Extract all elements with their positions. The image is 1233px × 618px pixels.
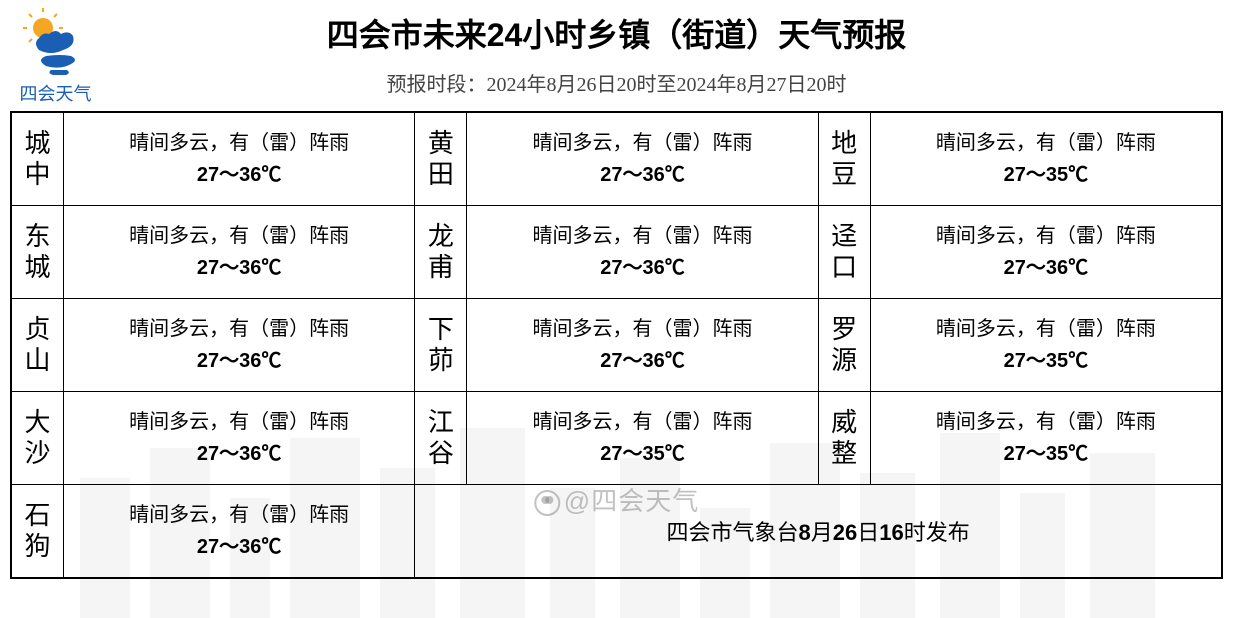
- weather-desc: 晴间多云，有（雷）阵雨: [875, 313, 1217, 345]
- town-name: 城中: [12, 113, 64, 206]
- weather-desc: 晴间多云，有（雷）阵雨: [68, 499, 410, 531]
- forecast-cell: 晴间多云，有（雷）阵雨27～36℃: [64, 485, 415, 578]
- title-prefix: 四会市未来: [327, 17, 487, 53]
- page-title: 四会市未来24小时乡镇（街道）天气预报: [0, 10, 1233, 56]
- table-row: 城中晴间多云，有（雷）阵雨27～36℃黄田晴间多云，有（雷）阵雨27～36℃地豆…: [12, 113, 1222, 206]
- forecast-period: 预报时段：2024年8月26日20时至2024年8月27日20时: [0, 68, 1233, 97]
- town-name: 贞山: [12, 299, 64, 392]
- forecast-cell: 晴间多云，有（雷）阵雨27～36℃: [64, 113, 415, 206]
- temp-range: 27～36℃: [471, 159, 813, 191]
- town-name: 黄田: [415, 113, 467, 206]
- weather-desc: 晴间多云，有（雷）阵雨: [471, 127, 813, 159]
- weather-desc: 晴间多云，有（雷）阵雨: [68, 406, 410, 438]
- town-name: 迳口: [818, 206, 870, 299]
- logo: 四会天气: [8, 8, 103, 106]
- temp-range: 27～36℃: [68, 252, 410, 284]
- town-name: 石狗: [12, 485, 64, 578]
- town-name: 江谷: [415, 392, 467, 485]
- weather-desc: 晴间多云，有（雷）阵雨: [68, 313, 410, 345]
- temp-range: 27～36℃: [471, 345, 813, 377]
- temp-range: 27～35℃: [875, 345, 1217, 377]
- temp-range: 27～35℃: [471, 438, 813, 470]
- forecast-table-wrap: 城中晴间多云，有（雷）阵雨27～36℃黄田晴间多云，有（雷）阵雨27～36℃地豆…: [10, 111, 1223, 579]
- forecast-cell: 晴间多云，有（雷）阵雨27～36℃: [64, 392, 415, 485]
- town-name: 东城: [12, 206, 64, 299]
- forecast-cell: 晴间多云，有（雷）阵雨27～35℃: [467, 392, 818, 485]
- town-name: 威整: [818, 392, 870, 485]
- town-name: 罗源: [818, 299, 870, 392]
- temp-range: 27～36℃: [875, 252, 1217, 284]
- weather-logo-icon: [21, 8, 91, 78]
- forecast-cell: 晴间多云，有（雷）阵雨27～36℃: [64, 299, 415, 392]
- town-name: 下茆: [415, 299, 467, 392]
- weather-desc: 晴间多云，有（雷）阵雨: [68, 220, 410, 252]
- header: 四会市未来24小时乡镇（街道）天气预报 预报时段：2024年8月26日20时至2…: [0, 0, 1233, 97]
- table-row: 东城晴间多云，有（雷）阵雨27～36℃龙甫晴间多云，有（雷）阵雨27～36℃迳口…: [12, 206, 1222, 299]
- table-row: 贞山晴间多云，有（雷）阵雨27～36℃下茆晴间多云，有（雷）阵雨27～36℃罗源…: [12, 299, 1222, 392]
- temp-range: 27～35℃: [875, 159, 1217, 191]
- forecast-cell: 晴间多云，有（雷）阵雨27～36℃: [870, 206, 1221, 299]
- town-name: 龙甫: [415, 206, 467, 299]
- town-name: 地豆: [818, 113, 870, 206]
- forecast-cell: 晴间多云，有（雷）阵雨27～36℃: [467, 299, 818, 392]
- forecast-cell: 晴间多云，有（雷）阵雨27～36℃: [64, 206, 415, 299]
- weather-desc: 晴间多云，有（雷）阵雨: [875, 127, 1217, 159]
- table-row: 石狗晴间多云，有（雷）阵雨27～36℃四会市气象台8月26日16时发布: [12, 485, 1222, 578]
- temp-range: 27～36℃: [68, 531, 410, 563]
- title-suffix: 小时乡镇（街道）天气预报: [522, 17, 906, 53]
- weather-desc: 晴间多云，有（雷）阵雨: [471, 406, 813, 438]
- logo-text: 四会天气: [8, 80, 103, 106]
- temp-range: 27～36℃: [68, 345, 410, 377]
- forecast-cell: 晴间多云，有（雷）阵雨27～35℃: [870, 113, 1221, 206]
- weather-desc: 晴间多云，有（雷）阵雨: [875, 220, 1217, 252]
- publish-info: 四会市气象台8月26日16时发布: [415, 485, 1222, 578]
- temp-range: 27～36℃: [471, 252, 813, 284]
- weather-desc: 晴间多云，有（雷）阵雨: [471, 313, 813, 345]
- table-row: 大沙晴间多云，有（雷）阵雨27～36℃江谷晴间多云，有（雷）阵雨27～35℃威整…: [12, 392, 1222, 485]
- temp-range: 27～36℃: [68, 438, 410, 470]
- town-name: 大沙: [12, 392, 64, 485]
- weather-desc: 晴间多云，有（雷）阵雨: [68, 127, 410, 159]
- forecast-cell: 晴间多云，有（雷）阵雨27～35℃: [870, 299, 1221, 392]
- title-hours: 24: [487, 17, 523, 53]
- weather-desc: 晴间多云，有（雷）阵雨: [875, 406, 1217, 438]
- forecast-cell: 晴间多云，有（雷）阵雨27～35℃: [870, 392, 1221, 485]
- forecast-cell: 晴间多云，有（雷）阵雨27～36℃: [467, 113, 818, 206]
- weather-desc: 晴间多云，有（雷）阵雨: [471, 220, 813, 252]
- forecast-cell: 晴间多云，有（雷）阵雨27～36℃: [467, 206, 818, 299]
- forecast-table: 城中晴间多云，有（雷）阵雨27～36℃黄田晴间多云，有（雷）阵雨27～36℃地豆…: [11, 112, 1222, 578]
- temp-range: 27～35℃: [875, 438, 1217, 470]
- temp-range: 27～36℃: [68, 159, 410, 191]
